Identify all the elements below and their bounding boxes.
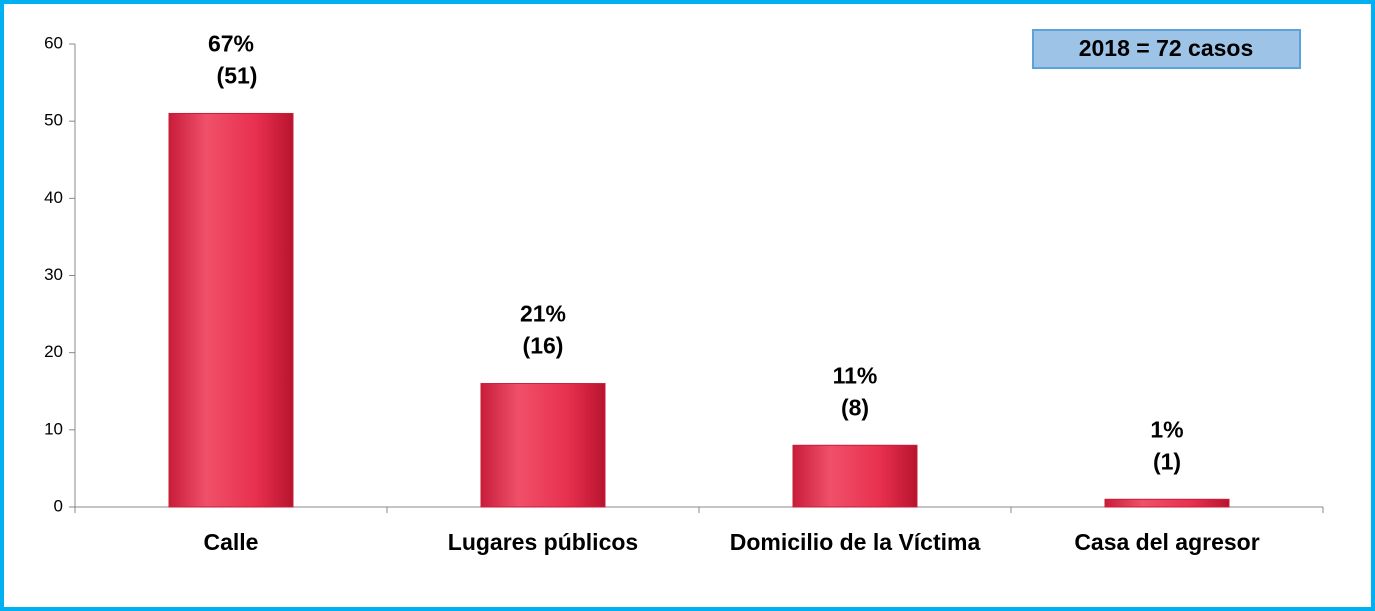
bar xyxy=(480,383,606,508)
annotation: 2018 = 72 casos xyxy=(1079,35,1254,61)
value-label: (8) xyxy=(841,394,869,420)
value-label: (51) xyxy=(217,63,258,89)
bar xyxy=(168,112,294,508)
annotation-box xyxy=(1032,29,1301,69)
y-tick-label: 50 xyxy=(44,111,63,130)
bar xyxy=(792,444,918,508)
value-label: (16) xyxy=(523,333,564,359)
percent-label: 67% xyxy=(208,31,254,57)
percent-label: 21% xyxy=(520,301,566,327)
x-tick-label: Casa del agresor xyxy=(1074,529,1260,555)
x-tick-label: Lugares públicos xyxy=(447,529,639,555)
value-label: (1) xyxy=(1153,448,1181,474)
y-tick-label: 0 xyxy=(54,496,63,515)
plot: 2018 = 72 casos 0 10 20 30 40 50 60 67% (51) 21% (… xyxy=(44,29,1324,515)
percent-label: 11% xyxy=(833,362,878,388)
y-tick-label: 60 xyxy=(44,33,63,52)
y-tick-label: 10 xyxy=(44,419,63,438)
y-tick-label: 30 xyxy=(44,265,63,284)
bar xyxy=(1104,498,1230,508)
y-tick-label: 20 xyxy=(44,342,63,361)
percent-label: 1% xyxy=(1150,416,1183,442)
x-tick-label: Calle xyxy=(203,529,259,555)
x-tick-label: Domicilio de la Víctima xyxy=(729,529,981,555)
y-tick-label: 40 xyxy=(44,188,63,207)
